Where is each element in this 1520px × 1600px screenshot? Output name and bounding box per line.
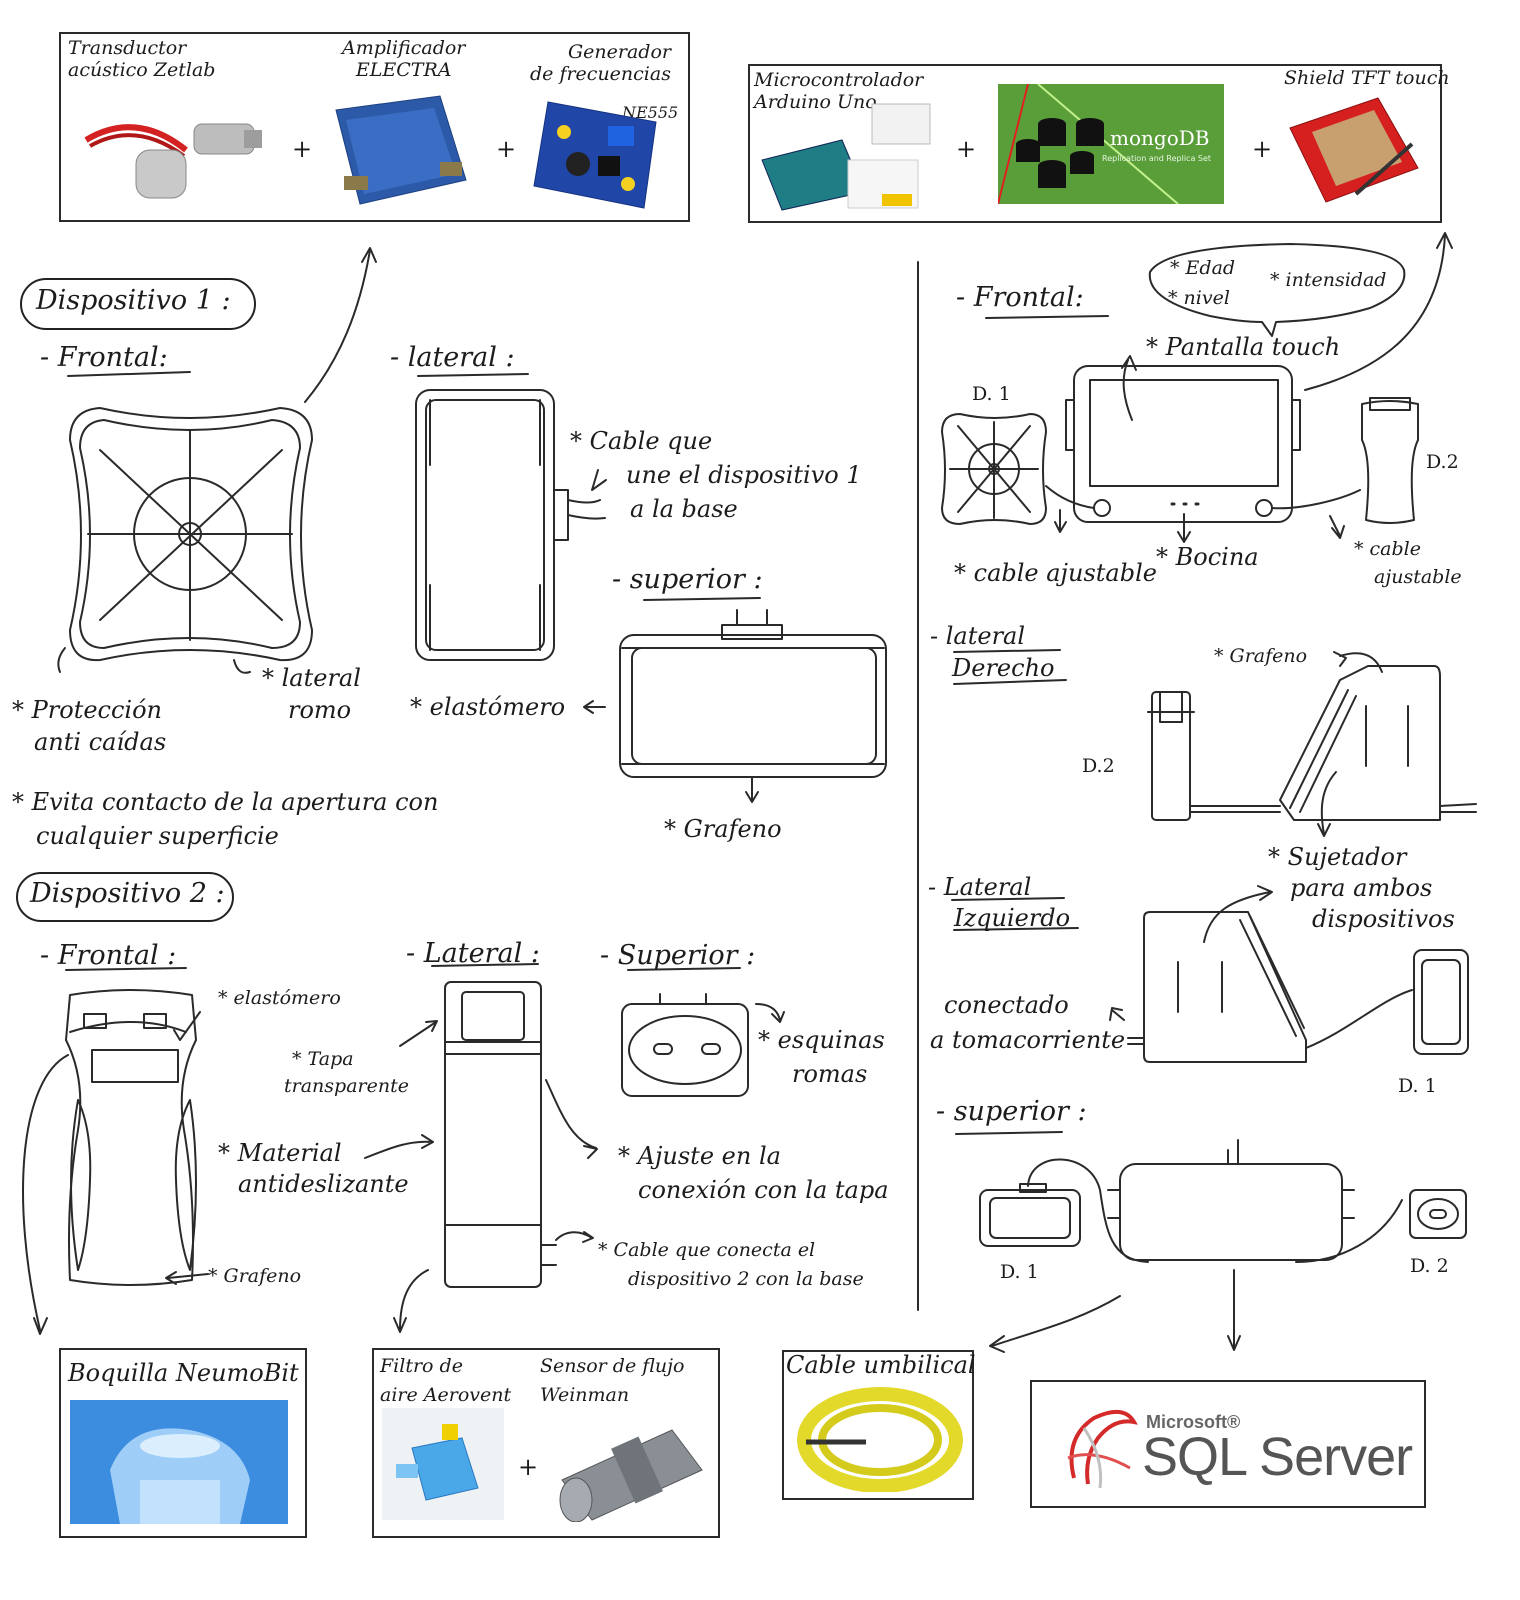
amplificador-label: Amplificador ELECTRA xyxy=(342,37,466,81)
device2-title: Dispositivo 2 : xyxy=(30,878,225,909)
esquinas-note: * esquinas romas xyxy=(758,1026,885,1088)
sql-microsoft-label: Microsoft® xyxy=(1146,1412,1241,1432)
plus-sign: + xyxy=(292,135,313,163)
device2-cable-note: * Cable que conecta el dispositivo 2 con … xyxy=(598,1239,864,1290)
plus-sign: + xyxy=(496,135,517,163)
shield-tft-image xyxy=(1289,97,1419,203)
boquilla-image xyxy=(70,1400,288,1524)
plus-sign: + xyxy=(956,135,977,163)
shield-label: Shield TFT touch xyxy=(1284,67,1450,89)
sujetador-note: * Sujetador para ambos dispositivos xyxy=(1268,843,1455,934)
bocina-note: * Bocina xyxy=(1156,543,1259,571)
device1-lateral-heading: - lateral : xyxy=(390,342,515,373)
amplifier-image xyxy=(335,95,467,205)
device2-elastomero-note: * elastómero xyxy=(218,987,341,1009)
cable-umbilical-image xyxy=(797,1387,963,1492)
device2-superior-sketch xyxy=(621,993,785,1097)
plus-sign: + xyxy=(518,1453,539,1481)
base-frontal-heading: - Frontal: xyxy=(956,282,1084,313)
bubble-intensidad: * intensidad xyxy=(1270,269,1387,291)
plus-sign: + xyxy=(1252,135,1273,163)
device1-superior-sketch xyxy=(583,609,887,803)
elastomero-note: * elastómero xyxy=(410,693,566,721)
device2-frontal-heading: - Frontal : xyxy=(40,940,177,971)
tapa-note: * Tapa transparente xyxy=(284,1048,409,1097)
proteccion-note: * Protección anti caídas xyxy=(12,696,167,757)
sql-server-label: SQL Server xyxy=(1142,1427,1413,1487)
boquilla-label: Boquilla NeumoBit xyxy=(68,1359,299,1387)
generador-label: Generador de frecuencias xyxy=(530,41,671,85)
device1-title: Dispositivo 1 : xyxy=(36,285,231,316)
arduino-image xyxy=(761,103,931,211)
base-lateral-derecho-sketch xyxy=(1147,651,1477,837)
base-lateral-izquierdo-sketch xyxy=(1109,885,1469,1063)
frequency-generator-image xyxy=(533,101,657,209)
device1-superior-heading: - superior : xyxy=(612,564,763,595)
grafeno-note: * Grafeno xyxy=(664,815,782,843)
base-d2-label: D.2 xyxy=(1426,451,1459,473)
filtro-image xyxy=(382,1408,504,1520)
material-note: * Material antideslizante xyxy=(218,1139,409,1199)
cable-umbilical-label: Cable umbilical xyxy=(786,1351,976,1379)
mongodb-subtitle: Replication and Replica Set xyxy=(1102,154,1212,163)
lateral-romo-note: * lateral romo xyxy=(262,664,361,725)
base-superior-sketch xyxy=(979,1139,1467,1353)
base-d2-right-label: D.2 xyxy=(1082,755,1115,777)
device1-lateral-sketch xyxy=(415,389,607,661)
transducer-image xyxy=(84,123,262,199)
base-grafeno-note: * Grafeno xyxy=(1214,645,1308,667)
device1-frontal-heading: - Frontal: xyxy=(40,342,168,373)
pantalla-touch-note: * Pantalla touch xyxy=(1146,333,1341,361)
base-frontal-sketch xyxy=(941,355,1419,543)
base-superior-d1-label: D. 1 xyxy=(1000,1261,1039,1283)
lateral-izquierdo-heading: - Lateral Izquierdo xyxy=(928,873,1071,933)
device1-frontal-sketch xyxy=(57,407,313,674)
base-superior-heading: - superior : xyxy=(936,1096,1087,1127)
cable-ajustable-left-note: * cable ajustable xyxy=(954,559,1157,587)
cable-ajustable-right-note: * cable ajustable xyxy=(1354,538,1462,588)
device2-title-cloud xyxy=(16,872,234,922)
mongodb-image: mongoDB Replication and Replica Set xyxy=(998,84,1224,204)
ne555-label: NE555 xyxy=(622,103,679,122)
device2-grafeno-note: * Grafeno xyxy=(208,1265,302,1287)
bubble-edad: * Edad xyxy=(1170,257,1236,279)
mongodb-logo: mongoDB xyxy=(1110,126,1210,150)
transductor-label: Transductor acústico Zetlab xyxy=(68,37,216,81)
bubble-nivel: * nivel xyxy=(1168,287,1230,309)
lateral-derecho-heading: - lateral Derecho xyxy=(930,622,1055,683)
conectado-note: conectado a tomacorriente xyxy=(930,991,1126,1054)
sensor-label: Sensor de flujo Weinman xyxy=(540,1355,685,1407)
base-d1-label: D. 1 xyxy=(972,383,1011,405)
sql-server-logo-icon xyxy=(1067,1410,1138,1489)
device2-superior-heading: - Superior : xyxy=(600,940,756,971)
microcontroller-label: Microcontrolador Arduino Uno xyxy=(754,69,924,113)
filtro-label: Filtro de aire Aerovent xyxy=(380,1355,512,1407)
device1-title-cloud xyxy=(20,278,256,330)
device2-lateral-heading: - Lateral : xyxy=(406,938,540,969)
device2-frontal-sketch xyxy=(22,989,209,1335)
sensor-image xyxy=(559,1429,703,1522)
evita-note: * Evita contacto de la apertura con cualq… xyxy=(12,788,439,850)
device2-lateral-sketch xyxy=(364,981,598,1333)
base-superior-d2-label: D. 2 xyxy=(1410,1255,1449,1277)
ajuste-note: * Ajuste en la conexión con la tapa xyxy=(618,1142,889,1204)
base-d1-left-label: D. 1 xyxy=(1398,1075,1437,1097)
